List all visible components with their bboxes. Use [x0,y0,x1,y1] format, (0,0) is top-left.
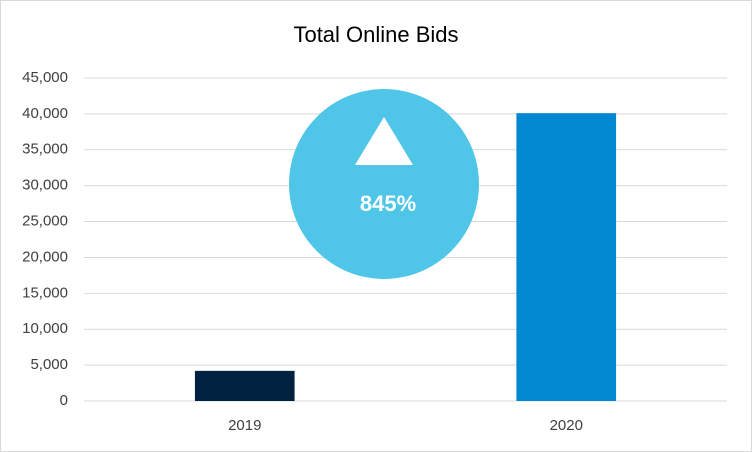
bar [516,113,617,401]
y-tick-label: 25,000 [22,213,68,230]
y-tick-label: 40,000 [22,105,68,122]
y-tick-label: 0 [60,392,68,409]
y-tick-label: 45,000 [22,69,68,86]
up-arrow [355,117,413,165]
y-tick-label: 35,000 [22,141,68,158]
y-tick-label: 15,000 [22,284,68,301]
chart-title: Total Online Bids [293,22,458,47]
x-tick-label: 2020 [550,417,583,434]
annotation-circle [289,89,479,279]
y-tick-label: 20,000 [22,248,68,265]
y-tick-label: 10,000 [22,320,68,337]
y-tick-label: 5,000 [30,356,68,373]
annotation-label: 845% [360,191,416,216]
bar [194,370,295,401]
x-tick-label: 2019 [228,417,261,434]
y-tick-label: 30,000 [22,177,68,194]
